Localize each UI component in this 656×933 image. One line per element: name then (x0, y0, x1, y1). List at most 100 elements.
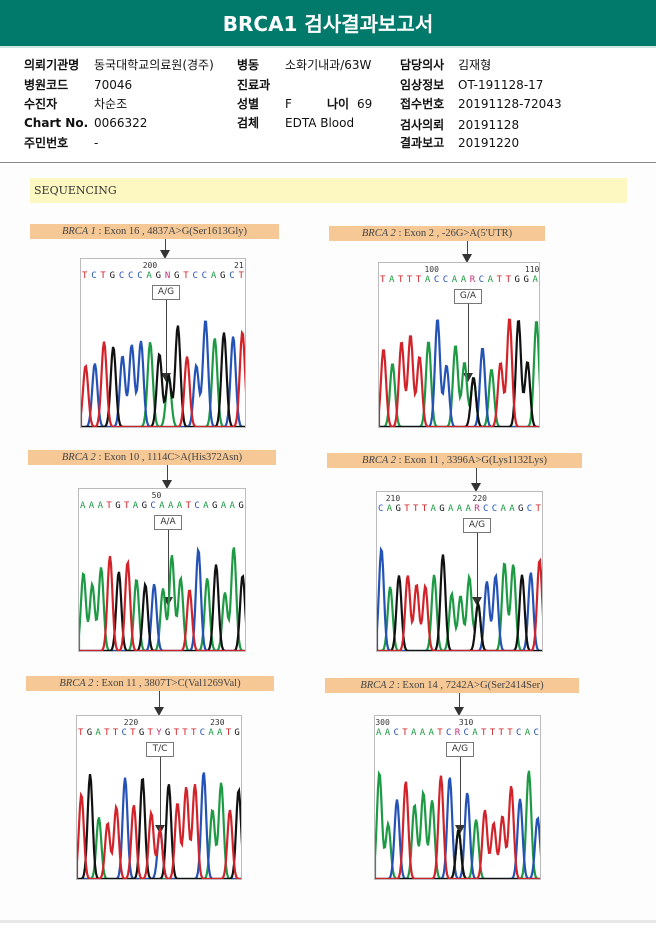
gene-name: BRCA 2 (361, 228, 396, 239)
base-call: T (104, 728, 110, 738)
base-call: T (183, 271, 189, 281)
field-label: 나이 (327, 97, 350, 111)
base-call: A (448, 504, 454, 514)
base-call: T (100, 271, 106, 281)
field-label: 의뢰기관명 (24, 58, 80, 72)
gene-name: BRCA 2 (360, 680, 395, 691)
field-label: 임상정보 (400, 78, 445, 92)
position-number: 100 (424, 265, 439, 274)
arrow-down-icon (472, 597, 482, 606)
pointer-line (468, 304, 469, 375)
ward-value: 소화기내과/63W (285, 58, 372, 72)
variant-label: BRCA 1 : Exon 16 , 4837A>G(Ser1613Gly) (30, 224, 279, 239)
base-call: A (208, 728, 214, 738)
field-label: 진료과 (237, 78, 271, 92)
gene-name: BRCA 2 (362, 455, 396, 466)
arrow-down-icon (161, 373, 171, 382)
pointer-line (168, 530, 169, 599)
position-number: 50 (151, 491, 162, 500)
base-call: T (130, 728, 136, 738)
receipt-no-value: 20191128-72043 (458, 97, 562, 111)
base-call: G (238, 501, 244, 511)
base-call: T (82, 271, 88, 281)
trace-g (375, 829, 540, 879)
field-label: 검사의뢰 (400, 118, 445, 132)
base-call: R (474, 504, 480, 514)
base-call: G (211, 501, 218, 511)
base-call: C (533, 728, 539, 738)
base-call: G (514, 275, 520, 285)
variant-label: BRCA 2 : Exon 11 , 3807T>C(Val1269Val) (26, 676, 274, 691)
base-call: C (91, 271, 97, 281)
field-label: 결과보고 (400, 136, 445, 150)
trace-t (81, 329, 245, 427)
base-call: A (430, 504, 436, 514)
field-label: 수진자 (24, 97, 58, 111)
base-call: G (138, 728, 145, 738)
request-date-value: 20191128 (458, 118, 520, 132)
base-call: A (88, 501, 95, 511)
base-call: T (406, 275, 413, 285)
base-call: T (421, 504, 428, 514)
field-label: 검체 (237, 116, 260, 130)
base-call: T (498, 728, 504, 738)
variant-detail: : Exon 16 , 4837A>G(Ser1613Gly) (95, 226, 248, 237)
base-call: G (164, 728, 171, 738)
base-call: A (95, 728, 101, 738)
trace-plot (79, 546, 245, 651)
doctor-value: 김재형 (458, 58, 492, 72)
base-call: A (210, 271, 217, 281)
chromatogram: 100 110 T A T T T A C C A A R C A T T G G A G/A (378, 262, 540, 428)
base-call: C (121, 728, 127, 738)
clinical-info-value: OT-191128-17 (458, 78, 544, 92)
base-call: A (97, 501, 104, 511)
base-call: C (128, 271, 134, 281)
trace-t (377, 557, 542, 651)
base-call: N (164, 271, 171, 281)
trace-a (379, 321, 539, 427)
base-call: C (526, 504, 533, 514)
base-call: G (439, 504, 445, 514)
base-call: T (182, 728, 188, 738)
variant-label: BRCA 2 : Exon 10 , 1114C>A(His372Asn) (28, 450, 276, 465)
base-call: A (229, 501, 235, 511)
base-call: T (413, 504, 419, 514)
position-number: 210 (385, 494, 401, 503)
base-call: G (86, 728, 93, 738)
base-call: A (460, 275, 467, 285)
base-call: A (456, 504, 463, 514)
base-call: C (433, 275, 440, 285)
gene-name: BRCA 2 (59, 678, 94, 689)
trace-plot (77, 772, 241, 879)
base-call: C (393, 728, 399, 738)
base-call: G (109, 271, 116, 281)
position-number: 21 (234, 261, 244, 270)
trace-a (77, 782, 241, 879)
arrow-line (467, 241, 468, 255)
base-call: T (397, 275, 404, 285)
base-call: A (524, 728, 531, 738)
arrow-down-icon (454, 707, 464, 716)
chromatogram: 220 230 T G A T T C T G T Y G T T T C A A T G T/C (76, 715, 242, 880)
field-label: 접수번호 (400, 97, 445, 111)
field-label: 담당의사 (400, 58, 445, 72)
trace-g (79, 564, 245, 651)
base-call: G (234, 728, 240, 738)
gene-name: BRCA 1 (61, 226, 96, 237)
base-call: T (415, 275, 422, 285)
arrow-line (459, 693, 460, 708)
pointer-line (460, 757, 461, 827)
variant-detail: : Exon 10 , 1114C>A(His372Asn) (95, 452, 243, 463)
base-call: A (487, 275, 494, 285)
base-call: T (481, 728, 487, 738)
arrow-down-icon (462, 254, 472, 263)
patient-value: 차순조 (94, 97, 128, 111)
arrow-line (159, 691, 160, 708)
arrow-line (167, 465, 168, 481)
base-call: C (483, 504, 489, 514)
base-call: T (437, 728, 443, 738)
base-call: T (535, 504, 541, 514)
base-call: A (384, 728, 391, 738)
